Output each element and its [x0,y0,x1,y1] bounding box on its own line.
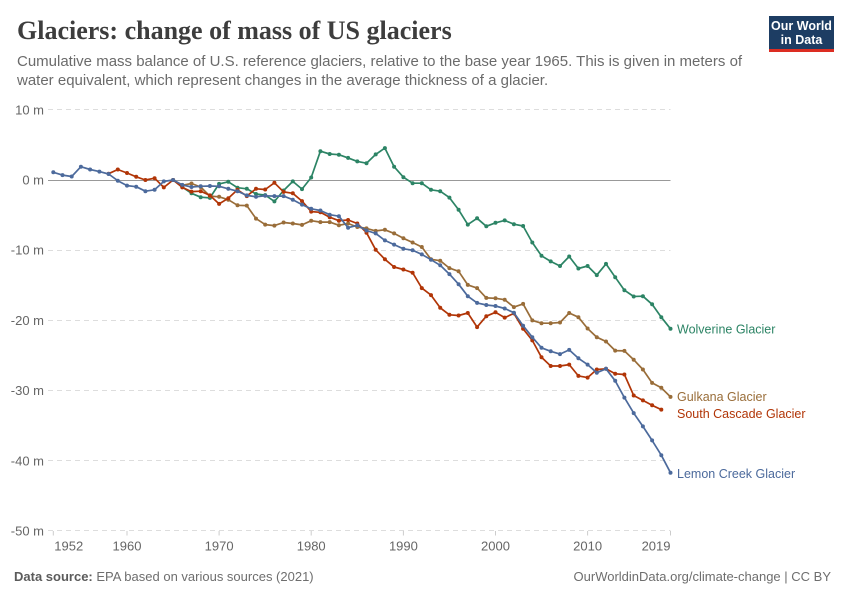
svg-text:0 m: 0 m [22,173,44,188]
svg-text:Gulkana Glacier: Gulkana Glacier [677,390,767,404]
svg-text:1952: 1952 [54,539,83,554]
svg-text:-30 m: -30 m [11,383,44,398]
svg-text:1970: 1970 [205,539,234,554]
svg-text:-40 m: -40 m [11,453,44,468]
svg-text:South Cascade Glacier: South Cascade Glacier [677,407,806,421]
svg-text:-10 m: -10 m [11,243,44,258]
svg-text:Lemon Creek Glacier: Lemon Creek Glacier [677,467,795,481]
svg-text:2019: 2019 [642,539,671,554]
svg-text:1990: 1990 [389,539,418,554]
svg-text:1960: 1960 [113,539,142,554]
svg-text:2000: 2000 [481,539,510,554]
svg-text:-20 m: -20 m [11,313,44,328]
svg-text:-50 m: -50 m [11,524,44,539]
svg-text:1980: 1980 [297,539,326,554]
svg-text:2010: 2010 [573,539,602,554]
svg-text:Wolverine Glacier: Wolverine Glacier [677,323,775,337]
svg-text:10 m: 10 m [15,102,44,117]
